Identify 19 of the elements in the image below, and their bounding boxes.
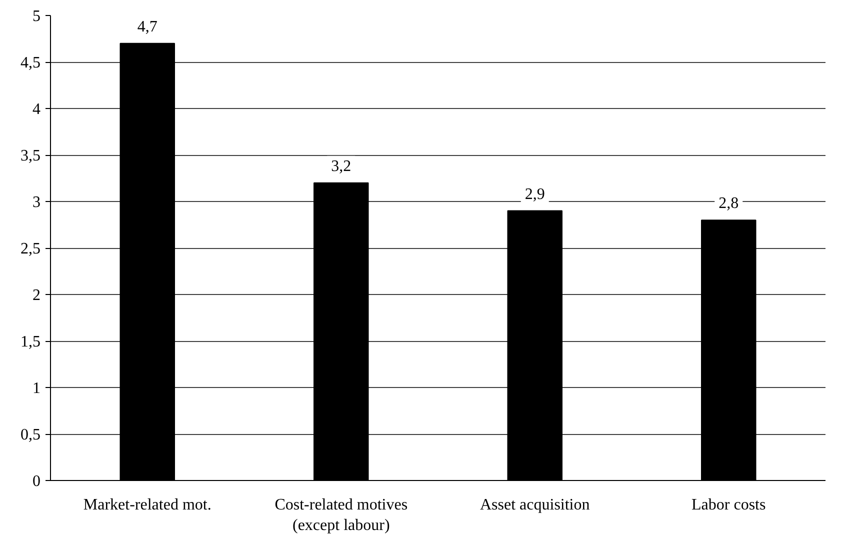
x-tick-label: Labor costs <box>692 496 766 514</box>
data-label: 4,7 <box>137 18 158 36</box>
y-tick-label: 4,5 <box>20 54 40 72</box>
y-tick-label: 2,5 <box>20 240 40 258</box>
y-tick-label: 2 <box>32 287 40 304</box>
y-tick-label: 3,5 <box>20 148 40 164</box>
y-tick-label: 1 <box>32 380 40 397</box>
x-tick-label: Cost-related motives (except labour) <box>274 496 408 534</box>
y-tick-label: 4 <box>32 101 40 118</box>
x-tick-label: Asset acquisition <box>480 496 590 514</box>
data-label: 2,8 <box>718 195 739 212</box>
y-tick-label: 5 <box>32 8 40 25</box>
data-label: 3,2 <box>331 158 352 175</box>
y-tick-label: 3 <box>32 194 40 211</box>
data-label: 2,9 <box>524 186 545 203</box>
y-tick-label: 0 <box>32 473 40 490</box>
x-tick-label: Market-related mot. <box>83 496 212 514</box>
y-tick-label: 0,5 <box>20 426 40 444</box>
y-tick-label: 1,5 <box>20 334 40 350</box>
